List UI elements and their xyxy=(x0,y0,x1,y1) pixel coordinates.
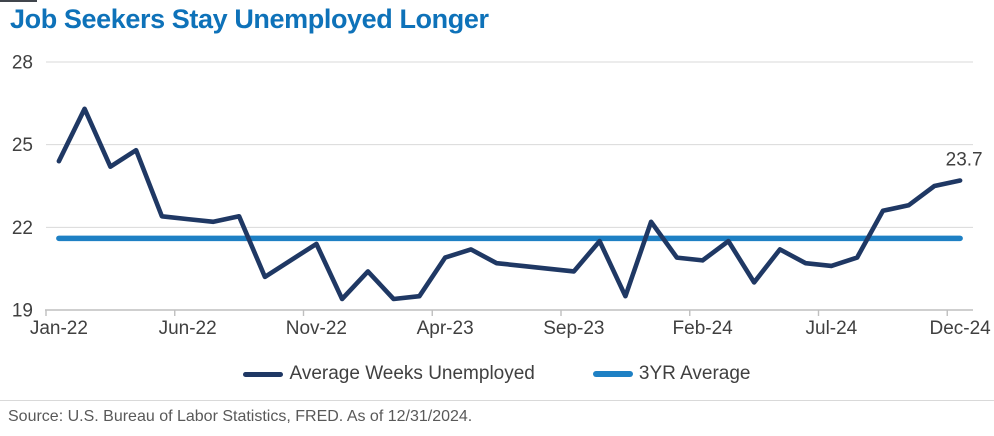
cropped-corner-artifact xyxy=(0,0,37,2)
end-value-label: 23.7 xyxy=(946,149,983,170)
legend-label-3yr-average: 3YR Average xyxy=(638,363,751,384)
gridlines xyxy=(46,61,973,228)
legend-label-average-weeks: Average Weeks Unemployed xyxy=(289,363,535,384)
y-tick-label: 22 xyxy=(12,218,33,239)
x-tick-label: Dec-24 xyxy=(930,318,992,339)
x-tick-label: Jan-22 xyxy=(30,318,88,339)
page-title: Job Seekers Stay Unemployed Longer xyxy=(10,4,489,34)
legend-swatch-3yr-average xyxy=(592,371,633,377)
legend-item-average-weeks: Average Weeks Unemployed xyxy=(243,363,535,385)
legend-swatch-average-weeks xyxy=(243,371,284,377)
footer-divider xyxy=(0,400,994,401)
x-tick-label: Nov-22 xyxy=(286,318,347,339)
y-tick-label: 25 xyxy=(12,135,33,156)
x-tick-label: Feb-24 xyxy=(673,318,734,339)
x-tick-label: Apr-23 xyxy=(417,318,474,339)
x-tick-label: Sep-23 xyxy=(543,318,604,339)
y-tick-label: 19 xyxy=(12,301,33,322)
y-tick-label: 28 xyxy=(12,53,33,74)
x-axis xyxy=(45,309,973,316)
average-weeks-series xyxy=(56,106,963,302)
legend: Average Weeks Unemployed 3YR Average xyxy=(0,360,994,388)
end-value-label: 23.7 xyxy=(946,149,983,170)
x-tick-label: Jun-22 xyxy=(159,318,217,339)
average-weeks-line xyxy=(56,106,963,302)
y-axis-labels: 28 25 22 19 xyxy=(12,53,33,322)
x-tick-label: Jul-24 xyxy=(806,318,858,339)
source-attribution: Source: U.S. Bureau of Labor Statistics,… xyxy=(8,408,473,425)
x-axis-labels: Jan-22 Jun-22 Nov-22 Apr-23 Sep-23 Feb-24 Jul-… xyxy=(30,318,991,339)
legend-item-3yr-average: 3YR Average xyxy=(592,363,751,385)
